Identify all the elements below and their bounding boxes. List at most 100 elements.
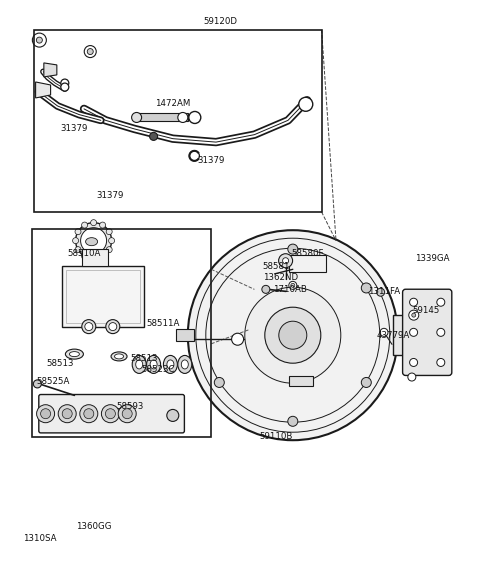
Circle shape: [150, 132, 157, 140]
Text: 58511A: 58511A: [146, 319, 180, 328]
Bar: [137, 113, 188, 121]
Bar: [32, 229, 211, 437]
FancyBboxPatch shape: [403, 289, 452, 375]
Bar: [66, 270, 140, 323]
Circle shape: [76, 223, 111, 258]
Text: 1710AB: 1710AB: [274, 285, 307, 295]
Circle shape: [214, 378, 224, 387]
Circle shape: [87, 49, 93, 54]
Ellipse shape: [132, 355, 146, 374]
Text: 59145: 59145: [412, 306, 440, 315]
Circle shape: [231, 333, 244, 345]
Text: 31379: 31379: [197, 156, 225, 165]
Polygon shape: [44, 63, 57, 77]
Circle shape: [132, 112, 142, 123]
Text: 58593: 58593: [117, 402, 144, 411]
Text: 1339GA: 1339GA: [415, 254, 449, 264]
Circle shape: [412, 313, 416, 317]
Circle shape: [100, 253, 106, 259]
Circle shape: [437, 298, 445, 306]
Circle shape: [36, 37, 42, 43]
Circle shape: [178, 112, 188, 123]
Text: 58513: 58513: [46, 359, 74, 368]
Circle shape: [167, 410, 179, 421]
Circle shape: [409, 359, 418, 367]
Text: 1360GG: 1360GG: [76, 521, 111, 531]
Bar: [289, 376, 313, 386]
Text: 1472AM: 1472AM: [155, 99, 191, 108]
Circle shape: [409, 310, 419, 320]
Circle shape: [265, 307, 321, 363]
Text: 1311FA: 1311FA: [368, 286, 400, 296]
Circle shape: [279, 321, 307, 349]
Text: 31379: 31379: [96, 191, 124, 201]
Circle shape: [84, 409, 94, 419]
Text: 59110B: 59110B: [259, 432, 293, 441]
Circle shape: [106, 246, 112, 253]
Bar: [82, 249, 108, 266]
Ellipse shape: [163, 355, 178, 374]
Circle shape: [106, 409, 115, 419]
Circle shape: [82, 253, 88, 259]
Circle shape: [299, 97, 313, 111]
Ellipse shape: [146, 355, 161, 374]
Circle shape: [108, 238, 115, 244]
Circle shape: [122, 409, 132, 419]
Circle shape: [33, 380, 41, 388]
Circle shape: [408, 373, 416, 381]
Circle shape: [437, 359, 445, 367]
Circle shape: [188, 230, 398, 440]
Bar: [62, 266, 144, 327]
Ellipse shape: [65, 349, 84, 359]
Text: 58513: 58513: [130, 354, 158, 363]
Circle shape: [61, 83, 69, 91]
Circle shape: [82, 320, 96, 333]
Circle shape: [189, 112, 201, 123]
Text: 31379: 31379: [60, 124, 88, 134]
Circle shape: [106, 229, 112, 235]
Circle shape: [36, 405, 55, 423]
FancyBboxPatch shape: [39, 395, 184, 433]
Text: 58523C: 58523C: [142, 365, 175, 374]
Circle shape: [82, 222, 87, 228]
Text: 58581: 58581: [262, 262, 290, 271]
Circle shape: [61, 79, 69, 87]
Circle shape: [81, 227, 107, 254]
Text: 58510A: 58510A: [67, 249, 101, 258]
Circle shape: [91, 219, 96, 226]
Circle shape: [58, 405, 76, 423]
Circle shape: [437, 328, 445, 336]
Circle shape: [380, 328, 388, 336]
Text: 58580F: 58580F: [291, 249, 324, 258]
Ellipse shape: [181, 360, 188, 369]
Circle shape: [289, 281, 297, 289]
Circle shape: [278, 254, 293, 268]
Text: 43779A: 43779A: [377, 331, 410, 340]
Bar: [289, 255, 326, 272]
Circle shape: [361, 378, 372, 387]
Ellipse shape: [150, 360, 157, 369]
Circle shape: [62, 409, 72, 419]
Circle shape: [80, 405, 98, 423]
Circle shape: [101, 405, 120, 423]
Text: 59120D: 59120D: [204, 17, 238, 26]
Circle shape: [41, 409, 50, 419]
Polygon shape: [36, 82, 50, 98]
Circle shape: [75, 246, 81, 253]
Circle shape: [288, 244, 298, 254]
Circle shape: [118, 405, 136, 423]
Text: 58525A: 58525A: [36, 376, 70, 386]
Ellipse shape: [111, 352, 127, 361]
Circle shape: [291, 284, 295, 287]
Circle shape: [72, 238, 79, 244]
Circle shape: [283, 258, 288, 264]
Circle shape: [91, 256, 96, 262]
Circle shape: [32, 33, 47, 47]
Bar: [34, 30, 322, 212]
Circle shape: [106, 320, 120, 333]
Text: 1310SA: 1310SA: [23, 534, 57, 543]
Circle shape: [262, 285, 270, 293]
Circle shape: [245, 287, 341, 383]
Circle shape: [409, 298, 418, 306]
Ellipse shape: [85, 238, 97, 246]
